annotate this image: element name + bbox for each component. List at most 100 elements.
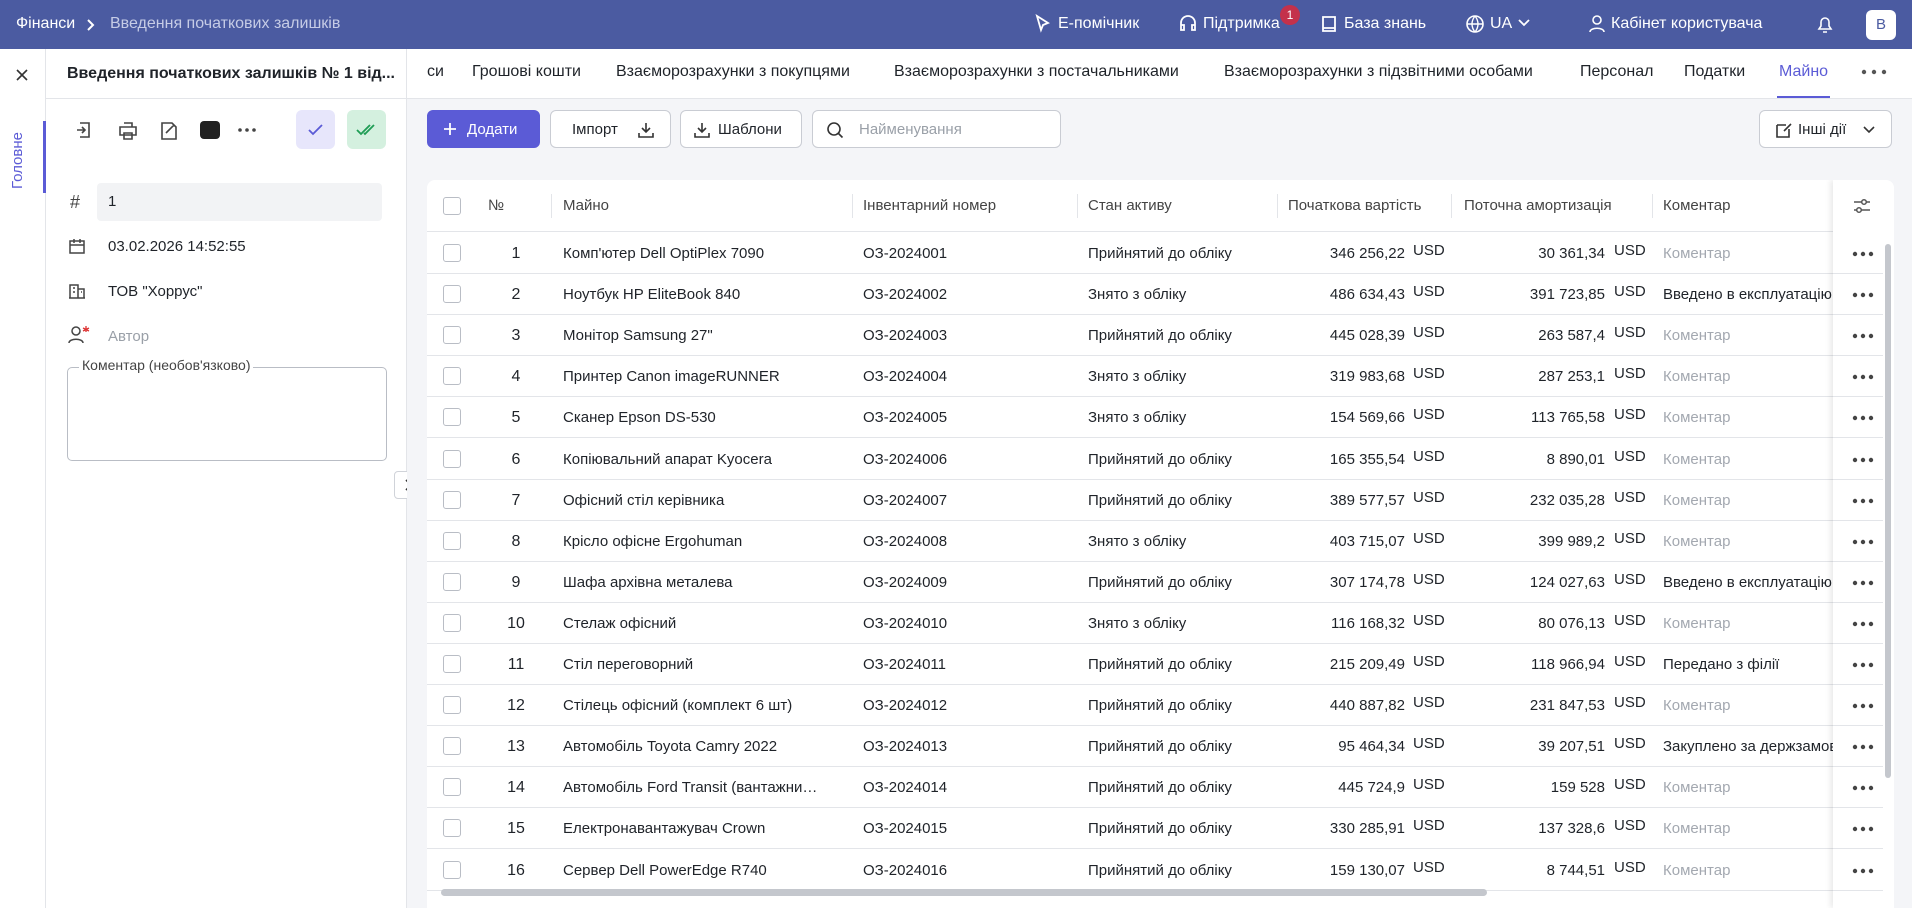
checkbox[interactable] — [443, 655, 461, 673]
support[interactable]: Підтримка — [1203, 15, 1280, 32]
other-actions-button[interactable]: Інші дії — [1759, 110, 1892, 148]
comment-field[interactable] — [67, 367, 387, 461]
comment[interactable]: Коментар — [1663, 820, 1731, 838]
tab[interactable]: Взаєморозрахунки з постачальниками — [894, 63, 1179, 80]
checkbox[interactable] — [443, 572, 461, 591]
tab[interactable]: Взаєморозрахунки з підзвітними особами — [1224, 63, 1533, 80]
row-divider — [1833, 396, 1883, 398]
checkbox[interactable] — [443, 613, 461, 632]
checkbox[interactable] — [443, 737, 461, 756]
checkbox[interactable] — [443, 819, 461, 838]
comment[interactable]: Передано з філії — [1663, 656, 1780, 673]
column-header[interactable]: Стан активу — [1088, 197, 1172, 214]
comment[interactable]: Коментар — [1663, 491, 1731, 509]
tab[interactable]: Взаєморозрахунки з покупцями — [616, 63, 850, 80]
checkbox[interactable] — [443, 197, 461, 215]
row-actions[interactable] — [1851, 537, 1875, 547]
column-header[interactable]: Майно — [563, 197, 610, 214]
row-actions[interactable] — [1851, 372, 1875, 382]
e-helper-icon — [1035, 14, 1050, 33]
tab[interactable]: Майно — [1779, 63, 1829, 80]
row-actions[interactable] — [1851, 701, 1875, 711]
close-icon[interactable] — [14, 67, 30, 83]
row-actions[interactable] — [1851, 619, 1875, 629]
comment[interactable]: Введено в експлуатацію — [1663, 286, 1832, 304]
row-actions[interactable] — [1851, 660, 1875, 670]
side-tab[interactable]: Головне — [9, 132, 26, 189]
checkbox[interactable] — [443, 449, 461, 468]
checkbox[interactable] — [443, 408, 461, 427]
comment[interactable]: Коментар — [1663, 532, 1731, 550]
checkbox[interactable] — [443, 860, 461, 879]
checkbox[interactable] — [443, 326, 461, 345]
checkbox[interactable] — [443, 285, 461, 304]
row-actions[interactable] — [1851, 249, 1875, 259]
author-field[interactable]: Автор — [108, 328, 150, 345]
vertical-scrollbar[interactable] — [1885, 244, 1891, 778]
user-cabinet[interactable]: Кабінет користувача — [1611, 15, 1763, 32]
column-settings[interactable] — [1852, 196, 1872, 216]
comment[interactable]: Коментар — [1663, 368, 1731, 386]
organization-field[interactable]: ТОВ "Хоррус" — [108, 283, 203, 300]
more-tabs[interactable] — [1860, 67, 1888, 77]
row-actions[interactable] — [1851, 455, 1875, 465]
column-header[interactable]: Коментар — [1663, 197, 1731, 214]
number-field[interactable]: 1 — [97, 183, 382, 221]
comment[interactable]: Коментар — [1663, 327, 1731, 345]
tab[interactable]: Податки — [1684, 63, 1746, 80]
comment[interactable]: Коментар — [1663, 409, 1731, 427]
currency: USD — [1413, 653, 1445, 670]
language[interactable]: UA — [1490, 15, 1513, 32]
column-header[interactable]: Поточна амортизація — [1464, 197, 1612, 214]
comment[interactable]: Закуплено за держзамовленням — [1663, 738, 1833, 756]
currency: USD — [1614, 570, 1646, 588]
row-actions[interactable] — [1851, 824, 1875, 834]
currency: USD — [1413, 447, 1445, 465]
row-actions[interactable] — [1851, 413, 1875, 423]
checkbox[interactable] — [443, 244, 461, 262]
row-actions[interactable] — [1851, 496, 1875, 506]
checkbox[interactable] — [443, 778, 461, 797]
row-actions[interactable] — [1851, 866, 1875, 876]
avatar[interactable]: В — [1866, 10, 1896, 40]
comment[interactable]: Коментар — [1663, 779, 1731, 797]
e-helper[interactable]: Е-помічник — [1058, 15, 1140, 32]
comment[interactable]: Введено в експлуатацію — [1663, 573, 1832, 591]
column-header[interactable]: Інвентарний номер — [863, 197, 997, 214]
date-field[interactable]: 03.02.2026 14:52:55 — [108, 238, 246, 255]
add-button[interactable]: Додати — [427, 110, 540, 148]
tab[interactable]: си — [427, 63, 444, 80]
breadcrumb[interactable]: Фінанси — [16, 15, 76, 32]
column-header[interactable]: Початкова вартість — [1288, 197, 1422, 214]
breadcrumb-separator — [87, 19, 95, 31]
currency: USD — [1614, 365, 1646, 383]
row-actions[interactable] — [1851, 331, 1875, 341]
initial-cost: 440 887,82 — [1329, 697, 1405, 715]
tab[interactable]: Грошові кошти — [472, 63, 581, 80]
globe-icon — [1466, 15, 1484, 33]
row-actions[interactable] — [1851, 290, 1875, 300]
comment[interactable]: Коментар — [1663, 614, 1731, 632]
row-actions[interactable] — [1851, 783, 1875, 793]
checkbox[interactable] — [443, 696, 461, 715]
confirm-button[interactable] — [296, 110, 335, 149]
checkbox[interactable] — [443, 490, 461, 509]
comment[interactable]: Коментар — [1663, 245, 1731, 262]
post-button[interactable] — [347, 110, 386, 149]
comment[interactable]: Коментар — [1663, 861, 1731, 879]
row-actions[interactable] — [1851, 742, 1875, 752]
tab[interactable]: Персонал — [1580, 63, 1654, 80]
column-header[interactable]: № — [488, 197, 505, 214]
templates-button[interactable]: Шаблони — [680, 110, 802, 148]
search-field[interactable]: Найменування — [812, 110, 1061, 148]
row-actions[interactable] — [1851, 578, 1875, 588]
comment[interactable]: Коментар — [1663, 697, 1731, 715]
horizontal-scrollbar[interactable] — [441, 889, 1487, 896]
import-button[interactable]: Імпорт — [550, 110, 671, 148]
bell-icon[interactable] — [1816, 14, 1834, 34]
knowledge-base[interactable]: База знань — [1344, 15, 1427, 32]
doc-actions[interactable] — [76, 119, 316, 141]
checkbox[interactable] — [443, 367, 461, 386]
comment[interactable]: Коментар — [1663, 450, 1731, 468]
checkbox[interactable] — [443, 531, 461, 550]
